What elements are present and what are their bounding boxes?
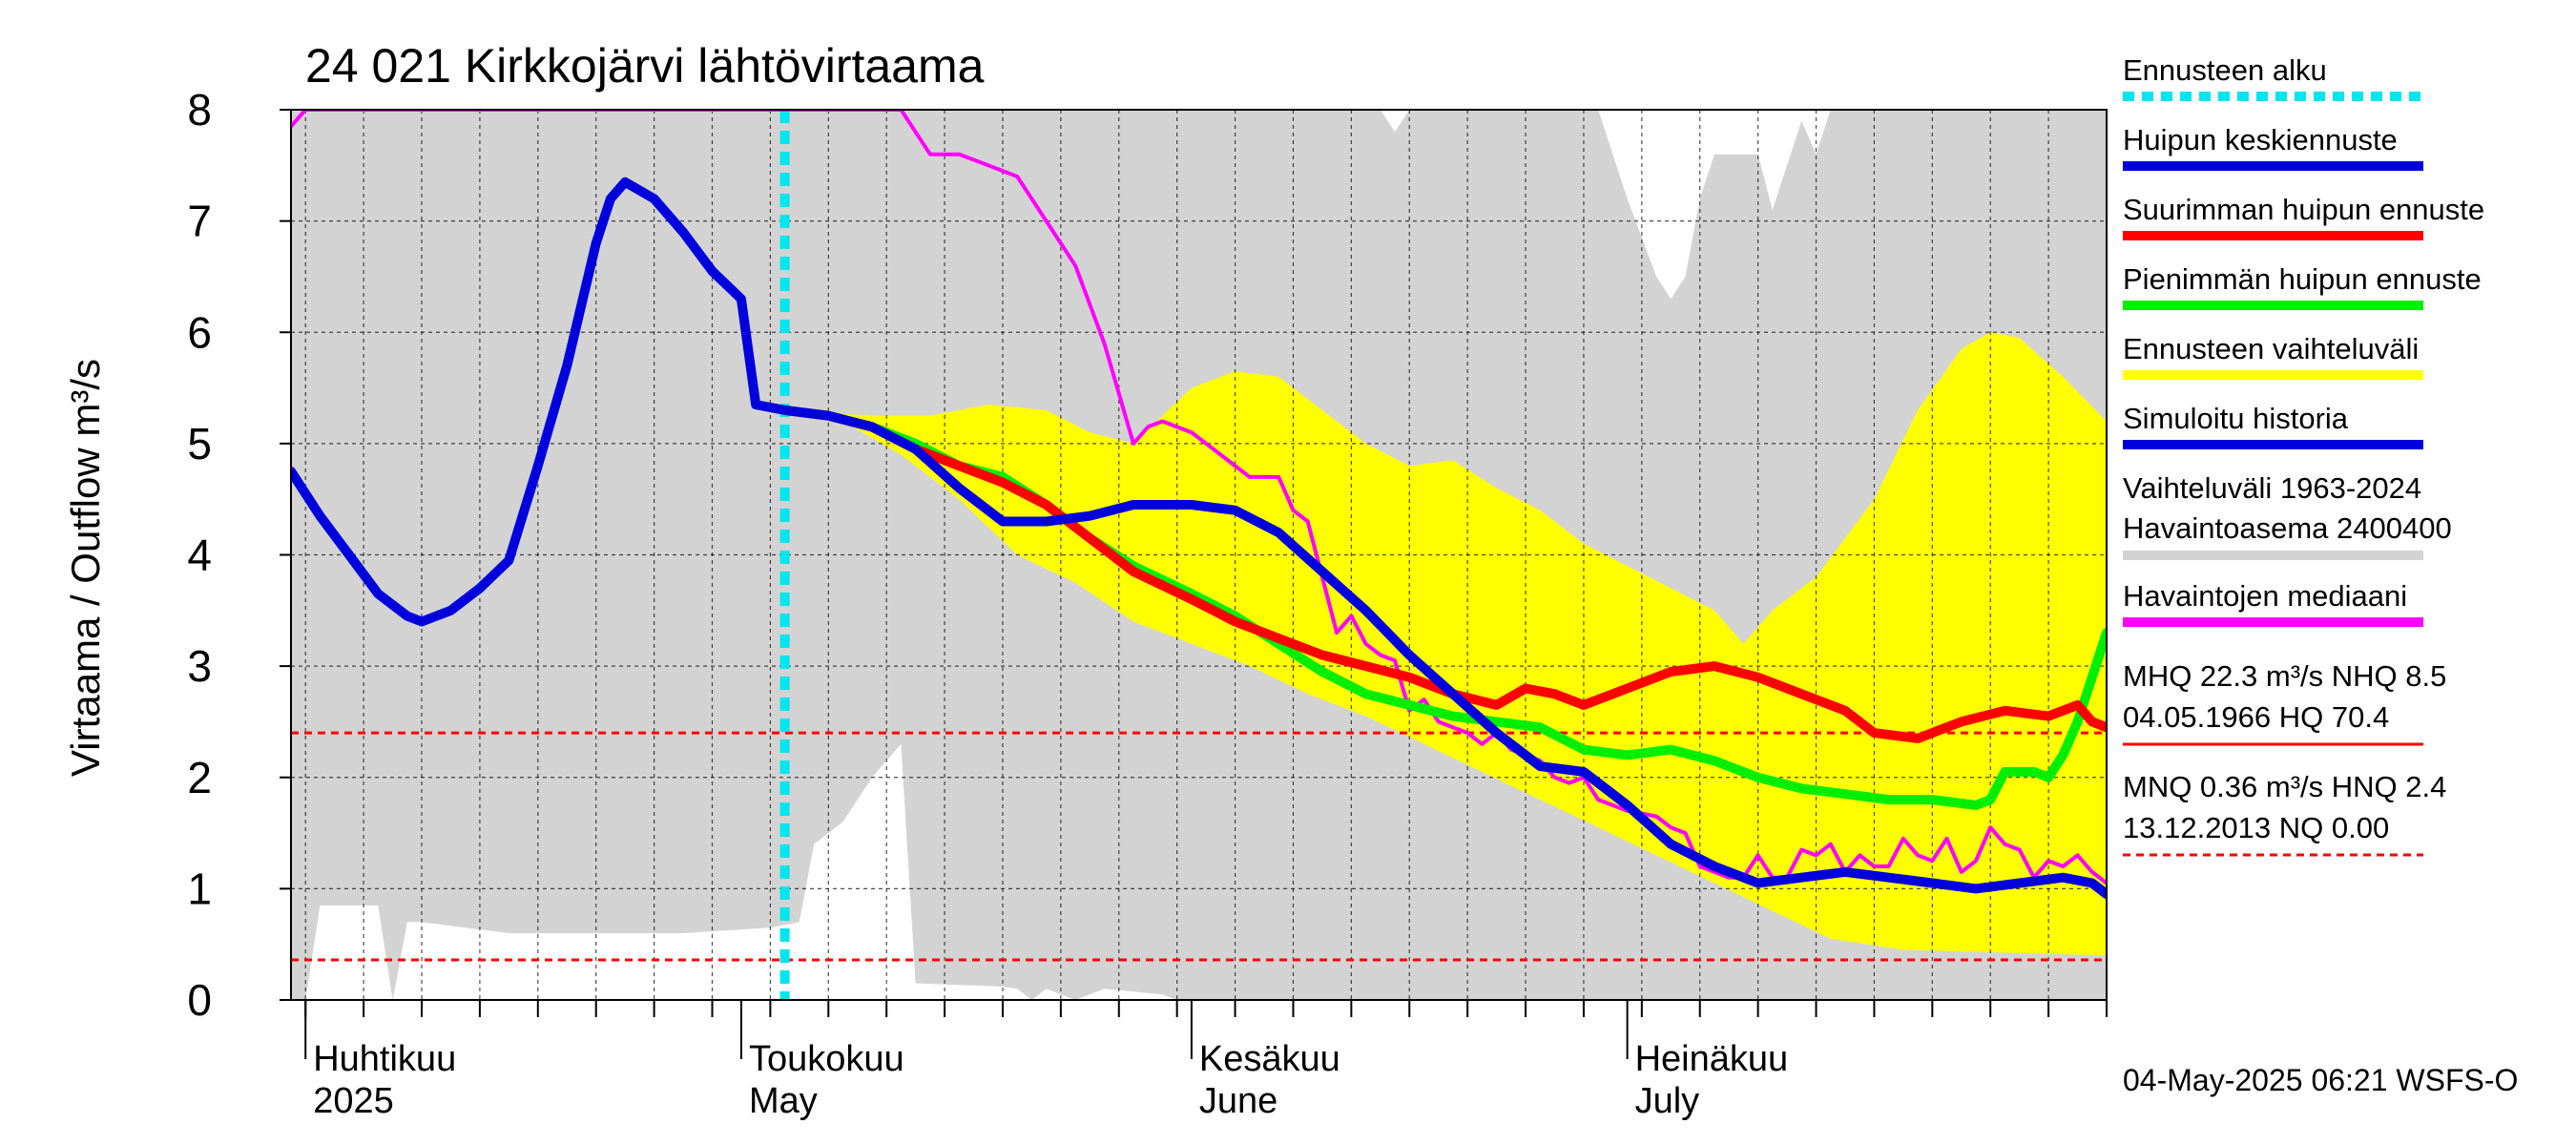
y-tick-label: 7 <box>187 197 212 246</box>
footer-timestamp: 04-May-2025 06:21 WSFS-O <box>2123 1063 2518 1097</box>
forecast-range-band <box>784 332 2107 956</box>
y-tick-label: 3 <box>187 641 212 691</box>
legend-label: Simuloitu historia <box>2123 402 2349 435</box>
y-tick-label: 4 <box>187 531 212 580</box>
legend: Ennusteen alku Huipun keskiennuste Suurimm… <box>2123 53 2484 627</box>
month-label-fi: Huhtikuu <box>313 1039 456 1079</box>
plot-area <box>290 109 2108 1001</box>
reference-lines <box>291 731 2107 962</box>
series-layer <box>291 110 2107 900</box>
y-tick-label: 8 <box>187 85 212 135</box>
legend-label: Ennusteen vaihteluväli <box>2123 332 2419 365</box>
month-label-fi: Heinäkuu <box>1635 1039 1789 1079</box>
legend-label: Huipun keskiennuste <box>2123 123 2398 156</box>
statistics-block: MHQ 22.3 m³/s NHQ 8.5 04.05.1966 HQ 70.4… <box>2123 659 2446 857</box>
series-huipun-keskiennuste <box>779 405 2107 900</box>
month-label-en: May <box>749 1081 818 1121</box>
chart-title: 24 021 Kirkkojärvi lähtövirtaama <box>305 39 985 93</box>
y-axis-label: Virtaama / Outflow m³/s <box>63 359 108 777</box>
stats-line-2: 04.05.1966 HQ 70.4 <box>2123 700 2389 734</box>
legend-label: Ennusteen alku <box>2123 53 2327 87</box>
legend-label-secondary: Havaintoasema 2400400 <box>2123 511 2452 545</box>
stats-line-3: MNQ 0.36 m³/s HNQ 2.4 <box>2123 770 2446 803</box>
month-label-en: June <box>1199 1081 1278 1121</box>
month-label-fi: Toukokuu <box>749 1039 904 1079</box>
y-axis-ticks: 0 1 2 3 4 5 6 7 8 <box>187 85 291 1025</box>
stats-line-4: 13.12.2013 NQ 0.00 <box>2123 811 2389 844</box>
y-tick-label: 1 <box>187 864 212 913</box>
legend-label: Havaintojen mediaani <box>2123 579 2407 613</box>
y-tick-label: 2 <box>187 753 212 802</box>
grid <box>291 110 2107 1000</box>
series-suurimman-huipun-ennuste <box>779 405 2107 743</box>
month-label-fi: Kesäkuu <box>1199 1039 1340 1079</box>
y-tick-label: 0 <box>187 975 212 1025</box>
y-tick-label: 6 <box>187 307 212 357</box>
stats-line-1: MHQ 22.3 m³/s NHQ 8.5 <box>2123 659 2446 693</box>
y-tick-label: 5 <box>187 419 212 468</box>
month-label-en: 2025 <box>313 1081 394 1121</box>
series-simuloitu-historia <box>291 177 790 627</box>
month-label-en: July <box>1635 1081 1700 1121</box>
legend-label: Pienimmän huipun ennuste <box>2123 262 2482 296</box>
legend-label: Vaihteluväli 1963-2024 <box>2123 471 2421 505</box>
legend-label: Suurimman huipun ennuste <box>2123 193 2484 226</box>
